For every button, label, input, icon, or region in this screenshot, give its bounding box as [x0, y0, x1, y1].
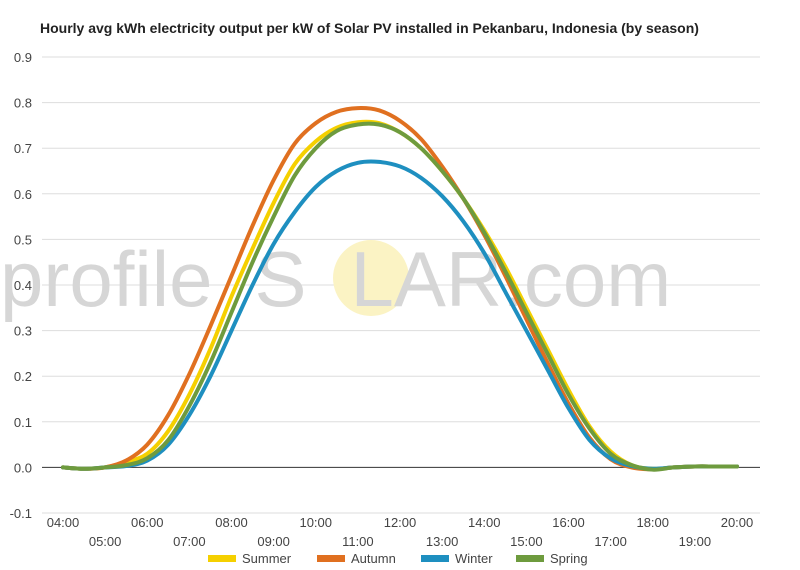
x-tick-label: 04:00	[47, 515, 80, 530]
legend-swatch-autumn	[317, 555, 345, 562]
x-tick-label: 05:00	[89, 534, 122, 549]
legend-label-autumn: Autumn	[351, 551, 396, 566]
legend-label-winter: Winter	[455, 551, 493, 566]
watermark-part2: S	[254, 235, 306, 323]
y-tick-label: 0.1	[14, 415, 32, 430]
legend-swatch-spring	[516, 555, 544, 562]
watermark-part1: profile	[0, 235, 212, 323]
series-line-spring	[61, 121, 739, 472]
y-tick-label: 0.5	[14, 232, 32, 247]
x-axis: 04:00 05:00 06:00 07:00 08:00 09:00 10:00 11:00…	[47, 515, 754, 549]
y-tick-label: 0.2	[14, 369, 32, 384]
x-tick-label: 08:00	[215, 515, 248, 530]
y-tick-label: 0.7	[14, 141, 32, 156]
y-tick-label: 0.0	[14, 460, 32, 475]
x-tick-label: 11:00	[342, 534, 374, 549]
x-tick-label: 16:00	[552, 515, 585, 530]
x-tick-label: 20:00	[721, 515, 754, 530]
x-tick-label: 15:00	[510, 534, 543, 549]
x-tick-label: 13:00	[426, 534, 459, 549]
x-tick-label: 17:00	[594, 534, 627, 549]
x-tick-label: 12:00	[384, 515, 417, 530]
watermark-sun-icon	[333, 240, 409, 316]
y-axis: -0.1 0.0 0.1 0.2 0.3 0.4 0.5 0.6 0.7 0.8 0.9	[10, 50, 32, 521]
x-tick-label: 14:00	[468, 515, 501, 530]
watermark: profile S LAR.com	[0, 235, 671, 323]
chart-title: Hourly avg kWh electricity output per kW…	[40, 20, 699, 36]
y-tick-label: -0.1	[10, 506, 32, 521]
legend-swatch-winter	[421, 555, 449, 562]
x-tick-label: 09:00	[257, 534, 290, 549]
x-tick-label: 18:00	[636, 515, 669, 530]
legend-label-summer: Summer	[242, 551, 292, 566]
legend-swatch-summer	[208, 555, 236, 562]
y-tick-label: 0.9	[14, 50, 32, 65]
x-tick-label: 19:00	[679, 534, 712, 549]
y-tick-label: 0.4	[14, 278, 32, 293]
x-tick-label: 10:00	[299, 515, 332, 530]
x-tick-label: 06:00	[131, 515, 164, 530]
y-tick-label: 0.6	[14, 187, 32, 202]
y-tick-label: 0.3	[14, 324, 32, 339]
x-tick-label: 07:00	[173, 534, 206, 549]
y-tick-label: 0.8	[14, 96, 32, 111]
series-lines	[61, 106, 739, 472]
legend: Summer Autumn Winter Spring	[208, 551, 588, 566]
legend-label-spring: Spring	[550, 551, 588, 566]
